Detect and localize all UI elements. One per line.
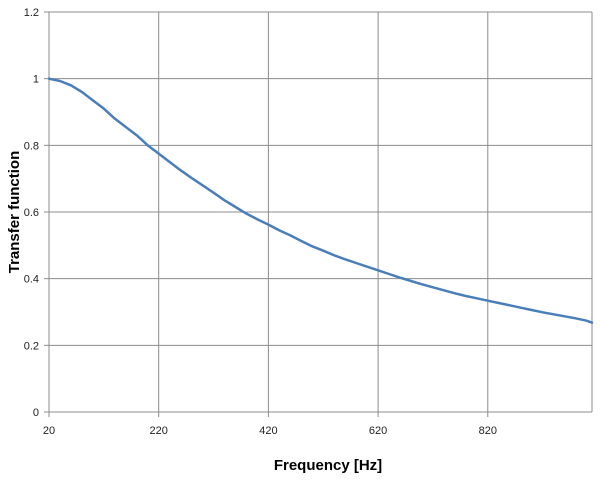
y-tick-label: 0.6 xyxy=(24,207,39,219)
x-tick-label: 420 xyxy=(259,425,277,437)
y-tick-label: 0 xyxy=(33,407,39,419)
y-axis-title: Transfer function xyxy=(6,151,23,274)
grid xyxy=(49,11,593,412)
x-tick-label: 620 xyxy=(369,425,387,437)
y-tick-label: 0.2 xyxy=(24,340,39,352)
x-axis-title: Frequency [Hz] xyxy=(274,457,382,474)
y-tick-label: 1.2 xyxy=(24,7,39,19)
y-tick-label: 0.4 xyxy=(24,274,39,286)
x-tick-label: 220 xyxy=(150,425,168,437)
y-tick-label: 1 xyxy=(33,74,39,86)
tick-labels: 0 0.2 0.4 0.6 0.8 1 1.2 20 220 420 620 820 xyxy=(24,7,497,437)
series-line xyxy=(47,77,594,324)
x-tick-label: 820 xyxy=(479,425,497,437)
series-layer xyxy=(47,77,594,324)
axes xyxy=(44,11,592,417)
x-tick-label: 20 xyxy=(43,425,55,437)
y-tick-label: 0.8 xyxy=(24,140,39,152)
